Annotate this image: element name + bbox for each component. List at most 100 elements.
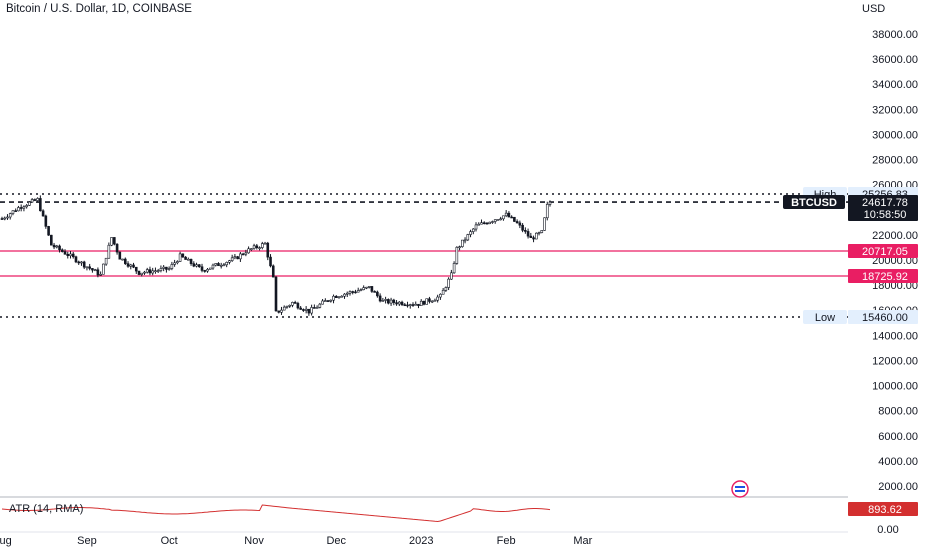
candle-body	[543, 217, 546, 231]
candle-body	[181, 253, 185, 258]
candle-body	[493, 219, 497, 222]
candle-body	[11, 210, 15, 214]
candle-body	[187, 258, 190, 261]
candle-body	[365, 286, 368, 289]
price-axis: 38000.00 36000.00 34000.00 32000.00 30000.00…	[872, 29, 918, 493]
x-tick-label: Aug	[0, 535, 12, 547]
candle-body	[126, 263, 130, 267]
candle-body	[384, 299, 387, 301]
candle-body	[107, 244, 111, 259]
y-tick-label: 14000.00	[872, 330, 918, 342]
candle-body	[271, 265, 275, 278]
level2-tag-bg	[848, 268, 918, 283]
candle-body	[447, 278, 450, 288]
x-tick-label: Feb	[497, 535, 516, 547]
candle-body	[302, 309, 305, 311]
candle-body	[266, 242, 270, 258]
candle-body	[263, 242, 267, 245]
candle-body	[0, 218, 4, 220]
candle-body	[173, 262, 176, 265]
candle-body	[524, 230, 527, 232]
candle-body	[452, 263, 456, 274]
candle-body	[74, 256, 78, 263]
candle-body	[58, 245, 61, 251]
candle-body	[378, 295, 382, 302]
symbol-tag: BTCUSD	[791, 197, 837, 209]
candle-body	[510, 216, 513, 219]
candle-body	[370, 286, 374, 292]
grid	[0, 496, 848, 533]
candle-body	[480, 222, 483, 225]
candle-body	[529, 235, 533, 238]
candle-body	[332, 295, 335, 301]
candle-body	[93, 269, 97, 272]
y-tick-label: 32000.00	[872, 104, 918, 116]
candle-body	[162, 266, 165, 269]
candle-body	[474, 224, 478, 230]
countdown-tag: 10:58:50	[864, 209, 907, 221]
candle-body	[6, 216, 9, 219]
candle-body	[132, 264, 135, 268]
candle-body	[260, 243, 264, 248]
y-tick-label: 10000.00	[872, 381, 918, 393]
candle-body	[532, 237, 535, 240]
candle-body	[534, 232, 538, 240]
candle-body	[55, 245, 59, 248]
candle-body	[488, 221, 492, 224]
candle-body	[367, 286, 371, 288]
candle-body	[80, 261, 83, 264]
y-tick-label: 20000.00	[872, 255, 918, 267]
candle-body	[225, 262, 228, 266]
candle-body	[203, 270, 207, 272]
candle-body	[540, 230, 544, 233]
candle-body	[313, 307, 316, 309]
candle-body	[307, 308, 311, 314]
candle-body	[145, 269, 149, 273]
candle-body	[33, 199, 37, 201]
candle-body	[425, 298, 429, 305]
candle-body	[433, 299, 437, 302]
candle-body	[491, 221, 494, 223]
candle-body	[430, 300, 434, 303]
candle-body	[85, 266, 89, 269]
x-tick-label: Mar	[573, 535, 592, 547]
candle-body	[469, 231, 472, 235]
candle-body	[334, 295, 338, 298]
candle-body	[345, 292, 349, 295]
atr-pane	[1, 504, 551, 523]
candle-body	[137, 270, 141, 275]
candle-body	[143, 271, 146, 274]
candle-body	[208, 267, 212, 270]
candle-body	[192, 263, 196, 267]
candle-body	[140, 272, 144, 275]
y-tick-label: 6000.00	[878, 431, 918, 443]
candle-body	[30, 199, 34, 203]
candle-body	[66, 253, 70, 257]
candle-body	[348, 291, 352, 294]
y-tick-label: 8000.00	[878, 406, 918, 418]
candle-body	[499, 218, 502, 221]
candle-body	[463, 239, 467, 242]
candle-body	[277, 310, 281, 313]
candle-body	[513, 216, 516, 222]
candle-body	[19, 207, 23, 209]
candle-body	[507, 212, 511, 218]
candle-body	[269, 256, 272, 267]
candle-body	[296, 303, 300, 309]
candle-body	[239, 253, 242, 260]
candle-body	[222, 264, 226, 267]
candle-body	[299, 307, 302, 310]
atr-name: ATR (14, RMA)	[9, 503, 84, 515]
candle-body	[496, 219, 500, 221]
candle-body	[71, 253, 75, 258]
candle-body	[521, 224, 524, 231]
candle-body	[485, 222, 489, 225]
candle-body	[428, 298, 431, 302]
candle-body	[310, 307, 313, 314]
candle-body	[200, 266, 204, 271]
candle-body	[356, 290, 360, 293]
candle-body	[461, 239, 464, 247]
candle-body	[121, 258, 124, 261]
